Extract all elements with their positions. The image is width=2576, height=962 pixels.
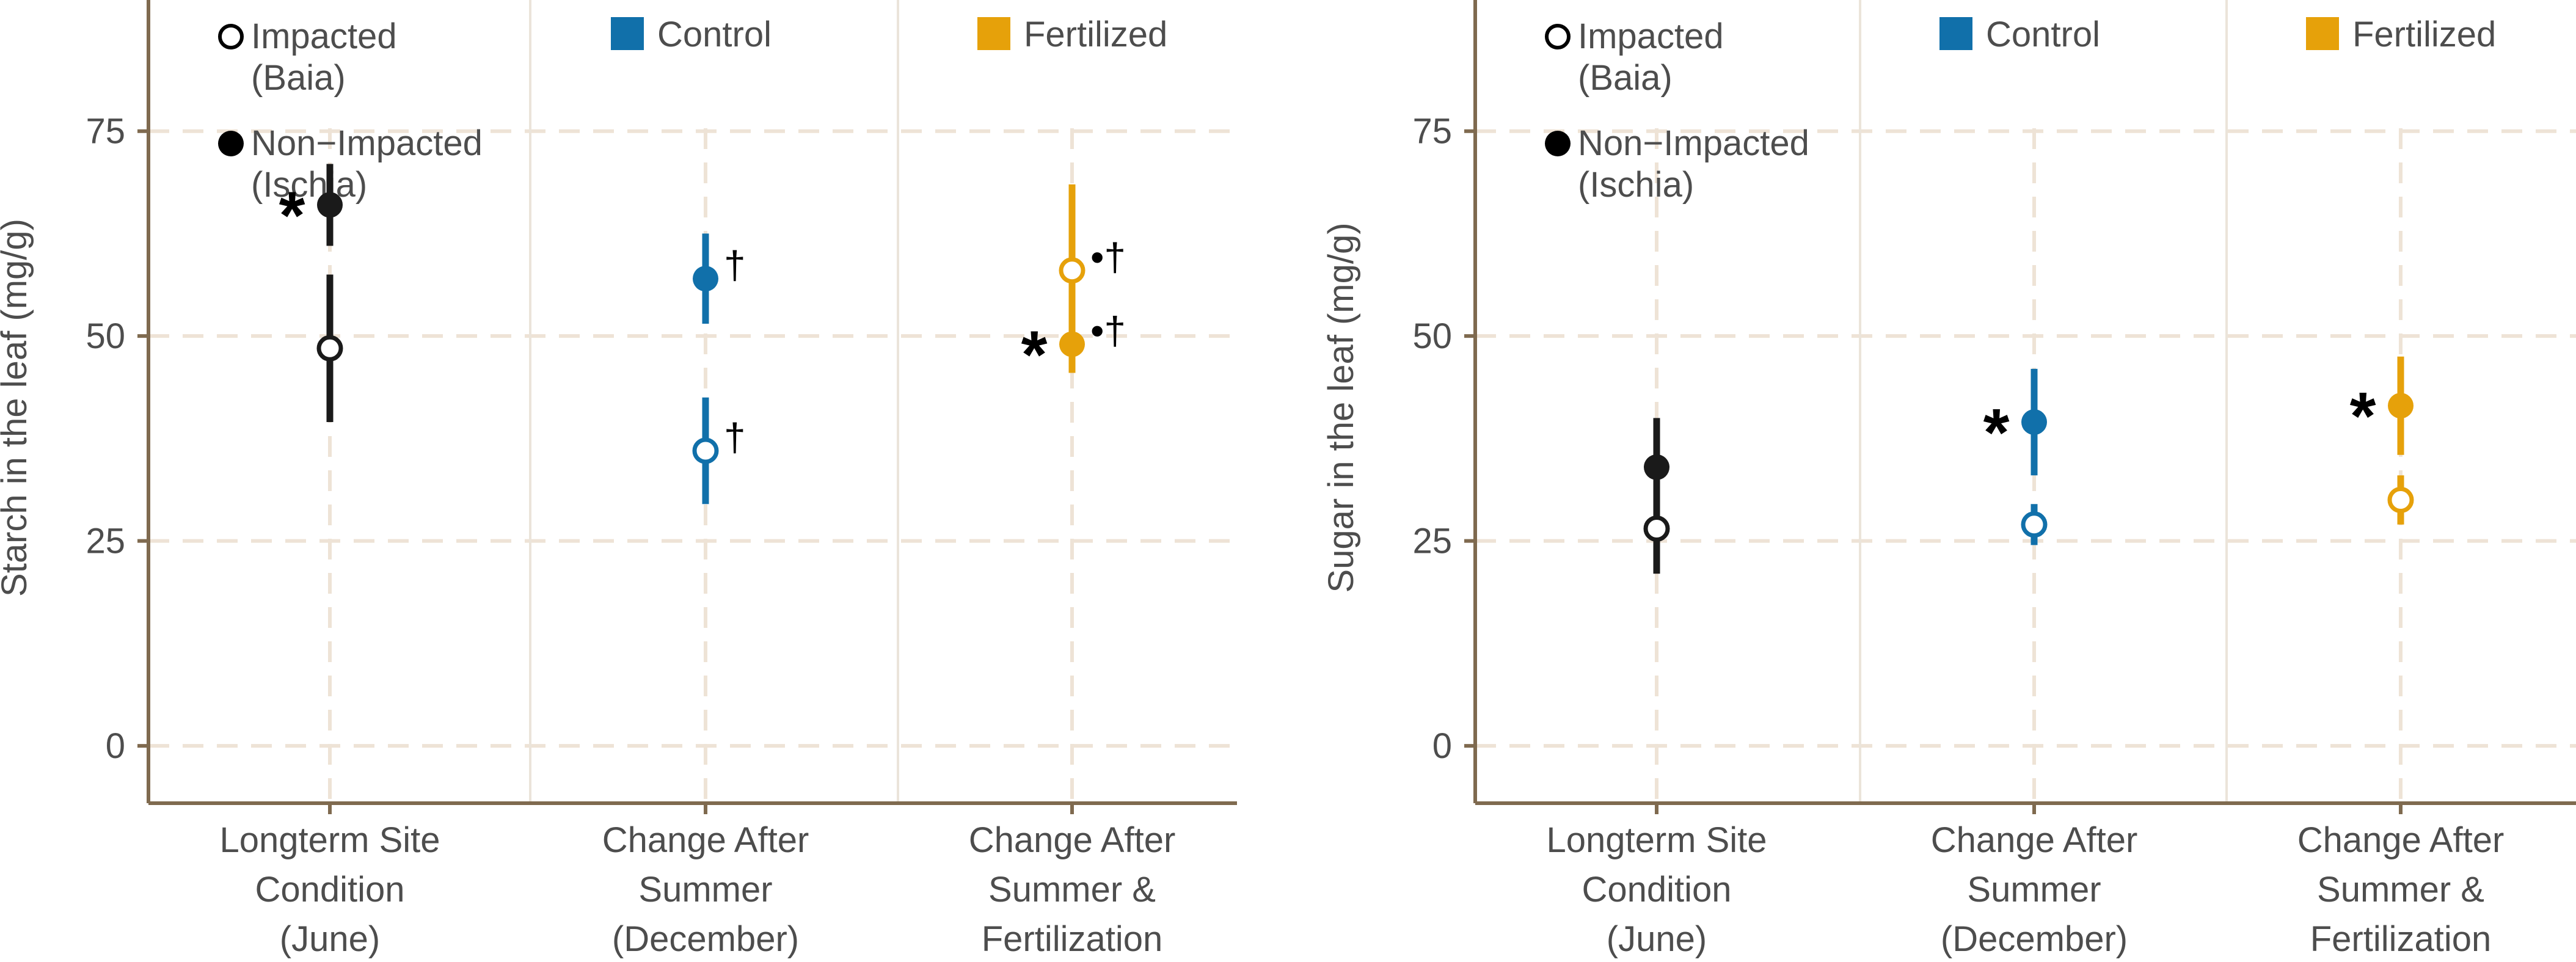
- y-axis-title: Sugar in the leaf (mg/g): [1321, 222, 1361, 592]
- y-tick-label: 50: [86, 316, 125, 356]
- significance-dagger: •†: [1090, 235, 1126, 279]
- significance-dagger: •†: [1090, 309, 1126, 353]
- point-filled: [1059, 331, 1085, 357]
- legend-open-circle-icon: [218, 24, 244, 49]
- legend-label: (Baia): [251, 58, 346, 98]
- x-tick-label: Fertilization: [2310, 919, 2492, 959]
- y-tick-label: 0: [1432, 726, 1452, 766]
- starch-chart: 0 25 50 75 Starch in the leaf (mg/g) Longterm…: [0, 0, 1237, 959]
- point-open: [1643, 515, 1670, 542]
- x-tick-label: (December): [612, 919, 799, 959]
- legend-label: Impacted: [1578, 16, 1724, 56]
- significance-asterisk: *: [279, 178, 305, 253]
- legend-label: (Ischia): [1578, 165, 1694, 205]
- point-filled: [317, 192, 343, 218]
- point-open: [1059, 257, 1085, 284]
- y-tick-label: 25: [86, 522, 125, 561]
- legend-color-swatch: [611, 17, 644, 50]
- legend-label: (Ischia): [251, 165, 367, 205]
- y-tick-label: 50: [1412, 316, 1452, 356]
- legend-label: (Baia): [1578, 58, 1673, 98]
- legend-group-label: Fertilized: [1024, 15, 1167, 54]
- significance-asterisk: *: [1021, 318, 1048, 393]
- point-filled: [2388, 393, 2414, 419]
- y-tick-label: 25: [1412, 522, 1452, 561]
- legend-group-label: Control: [1986, 15, 2100, 54]
- legend-filled-circle-icon: [218, 131, 244, 156]
- significance-dagger: †: [724, 415, 746, 459]
- x-tick-label: (June): [1607, 919, 1707, 959]
- point-filled: [693, 266, 718, 292]
- x-tick-label: (December): [1941, 919, 2128, 959]
- x-tick-label: Longterm Site: [1546, 820, 1767, 860]
- sugar-chart: 0 25 50 75 Sugar in the leaf (mg/g) Longterm …: [1321, 0, 2576, 959]
- point-open: [316, 335, 343, 362]
- legend-color-swatch: [1939, 17, 1972, 50]
- x-tick-label: Summer: [638, 870, 772, 909]
- legend-filled-circle-icon: [1545, 131, 1571, 156]
- legend-color-swatch: [2306, 17, 2339, 50]
- y-tick-label: 75: [86, 112, 125, 151]
- x-tick-label: Summer: [1967, 870, 2101, 909]
- x-tick-label: Longterm Site: [219, 820, 440, 860]
- legend-group-label: Control: [657, 15, 772, 54]
- point-filled: [1644, 454, 1669, 480]
- significance-dagger: †: [724, 243, 746, 287]
- x-tick-label: Summer &: [988, 870, 1156, 909]
- point-open: [692, 437, 719, 464]
- point-open: [2021, 511, 2048, 538]
- y-tick-label: 75: [1412, 112, 1452, 151]
- point-open: [2387, 487, 2414, 514]
- legend-label: Non−Impacted: [251, 123, 483, 163]
- legend-open-circle-icon: [1545, 24, 1571, 49]
- y-tick-label: 0: [106, 726, 125, 766]
- significance-asterisk: *: [2350, 379, 2376, 454]
- x-tick-label: Change After: [969, 820, 1176, 860]
- x-tick-label: Change After: [1931, 820, 2138, 860]
- x-tick-label: Condition: [1582, 870, 1731, 909]
- legend-label: Non−Impacted: [1578, 123, 1809, 163]
- significance-asterisk: *: [1983, 395, 2010, 470]
- x-tick-label: Condition: [255, 870, 404, 909]
- x-tick-label: Summer &: [2317, 870, 2484, 909]
- x-tick-label: (June): [280, 919, 380, 959]
- x-tick-label: Change After: [2297, 820, 2505, 860]
- y-axis-title: Starch in the leaf (mg/g): [0, 219, 34, 597]
- legend-group-label: Fertilized: [2352, 15, 2496, 54]
- x-tick-label: Change After: [602, 820, 809, 860]
- legend-color-swatch: [977, 17, 1010, 50]
- x-tick-label: Fertilization: [982, 919, 1163, 959]
- point-filled: [2021, 409, 2047, 435]
- legend-label: Impacted: [251, 16, 397, 56]
